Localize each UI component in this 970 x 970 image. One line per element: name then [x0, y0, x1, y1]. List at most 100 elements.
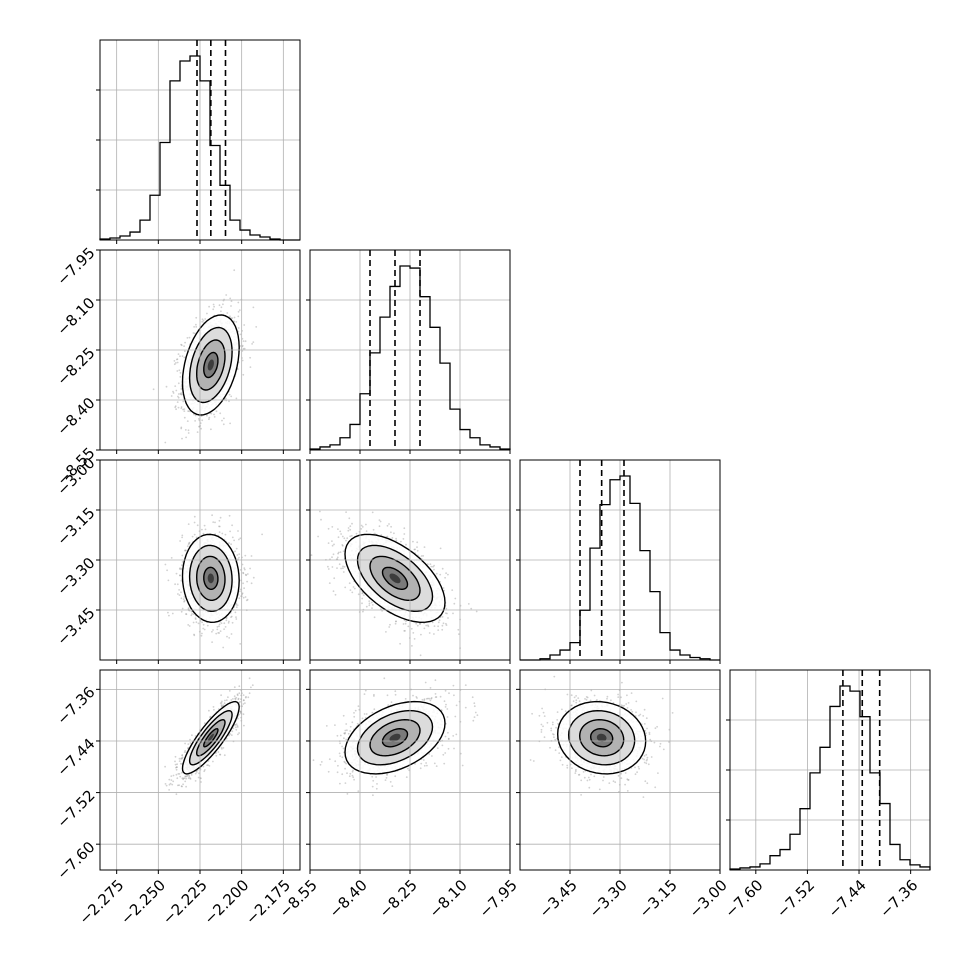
sample-point — [405, 543, 407, 546]
sample-point — [181, 564, 183, 567]
sample-point — [196, 431, 199, 433]
sample-point — [328, 582, 331, 584]
sample-point — [347, 529, 350, 532]
sample-point — [432, 565, 434, 568]
sample-point — [187, 410, 190, 412]
sample-point — [237, 327, 240, 329]
sample-point — [168, 783, 171, 786]
sample-point — [345, 539, 347, 542]
sample-point — [429, 563, 432, 566]
sample-point — [233, 320, 235, 323]
sample-point — [242, 596, 245, 599]
sample-point — [201, 318, 204, 321]
sample-point — [179, 574, 181, 577]
density-panel — [310, 510, 478, 657]
sample-point — [224, 699, 226, 702]
sample-point — [467, 603, 470, 605]
sample-point — [343, 537, 346, 540]
sample-point — [179, 372, 182, 374]
sample-point — [218, 625, 220, 628]
sample-point — [225, 397, 227, 400]
sample-point — [167, 611, 169, 614]
sample-point — [454, 597, 457, 600]
sample-point — [184, 350, 186, 353]
sample-point — [339, 530, 342, 533]
sample-point — [192, 332, 195, 334]
sample-point — [184, 549, 187, 552]
sample-point — [378, 519, 381, 521]
sample-point — [175, 766, 178, 769]
sample-point — [193, 332, 196, 335]
sample-point — [183, 345, 186, 347]
sample-point — [194, 414, 197, 417]
contour-line — [181, 314, 240, 416]
sample-point — [239, 345, 242, 347]
sample-point — [237, 558, 240, 560]
sample-point — [407, 625, 410, 628]
sample-point — [172, 774, 175, 777]
sample-point — [204, 528, 207, 531]
sample-point — [166, 569, 169, 572]
sample-point — [195, 316, 198, 319]
sample-point — [203, 722, 206, 725]
sample-point — [445, 624, 448, 626]
sample-point — [372, 528, 375, 531]
sample-point — [395, 620, 397, 623]
sample-point — [180, 597, 183, 600]
sample-point — [176, 583, 179, 586]
sample-point — [439, 547, 442, 550]
sample-point — [180, 343, 183, 346]
sample-point — [332, 553, 335, 556]
sample-point — [416, 549, 419, 552]
density-level — [389, 573, 401, 584]
sample-point — [242, 347, 245, 350]
sample-point — [172, 390, 174, 393]
sample-point — [238, 309, 241, 311]
sample-point — [186, 420, 189, 422]
sample-point — [365, 530, 368, 532]
sample-point — [180, 427, 183, 430]
sample-point — [425, 624, 428, 627]
sample-point — [189, 778, 192, 780]
sample-point — [183, 596, 186, 598]
sample-point — [179, 574, 181, 577]
sample-point — [235, 603, 238, 606]
sample-point — [230, 300, 233, 302]
sample-point — [368, 602, 371, 605]
sample-point — [164, 441, 167, 444]
sample-point — [183, 356, 186, 359]
sample-point — [242, 703, 245, 705]
sample-point — [242, 699, 245, 702]
sample-point — [193, 413, 195, 416]
sample-point — [195, 326, 198, 328]
sample-point — [230, 305, 232, 307]
sample-point — [180, 344, 183, 347]
sample-point — [360, 524, 363, 527]
sample-point — [176, 763, 179, 766]
sample-point — [179, 540, 182, 542]
sample-point — [237, 310, 240, 313]
sample-point — [237, 301, 240, 304]
sample-point — [255, 326, 258, 328]
sample-point — [179, 393, 182, 395]
sample-point — [317, 535, 319, 538]
sample-point — [228, 514, 231, 517]
sample-point — [441, 628, 444, 631]
sample-point — [238, 553, 241, 555]
sample-point — [212, 760, 214, 763]
sample-point — [181, 561, 184, 563]
sample-point — [341, 544, 344, 546]
sample-point — [178, 568, 181, 570]
sample-point — [333, 577, 336, 580]
sample-point — [239, 710, 242, 713]
sample-point — [188, 775, 191, 778]
contour-line — [369, 555, 421, 601]
sample-point — [346, 537, 349, 540]
sample-point — [180, 407, 183, 410]
sample-point — [222, 303, 224, 306]
sample-point — [453, 602, 456, 605]
sample-point — [231, 524, 234, 527]
sample-point — [350, 534, 353, 537]
sample-point — [413, 638, 416, 640]
